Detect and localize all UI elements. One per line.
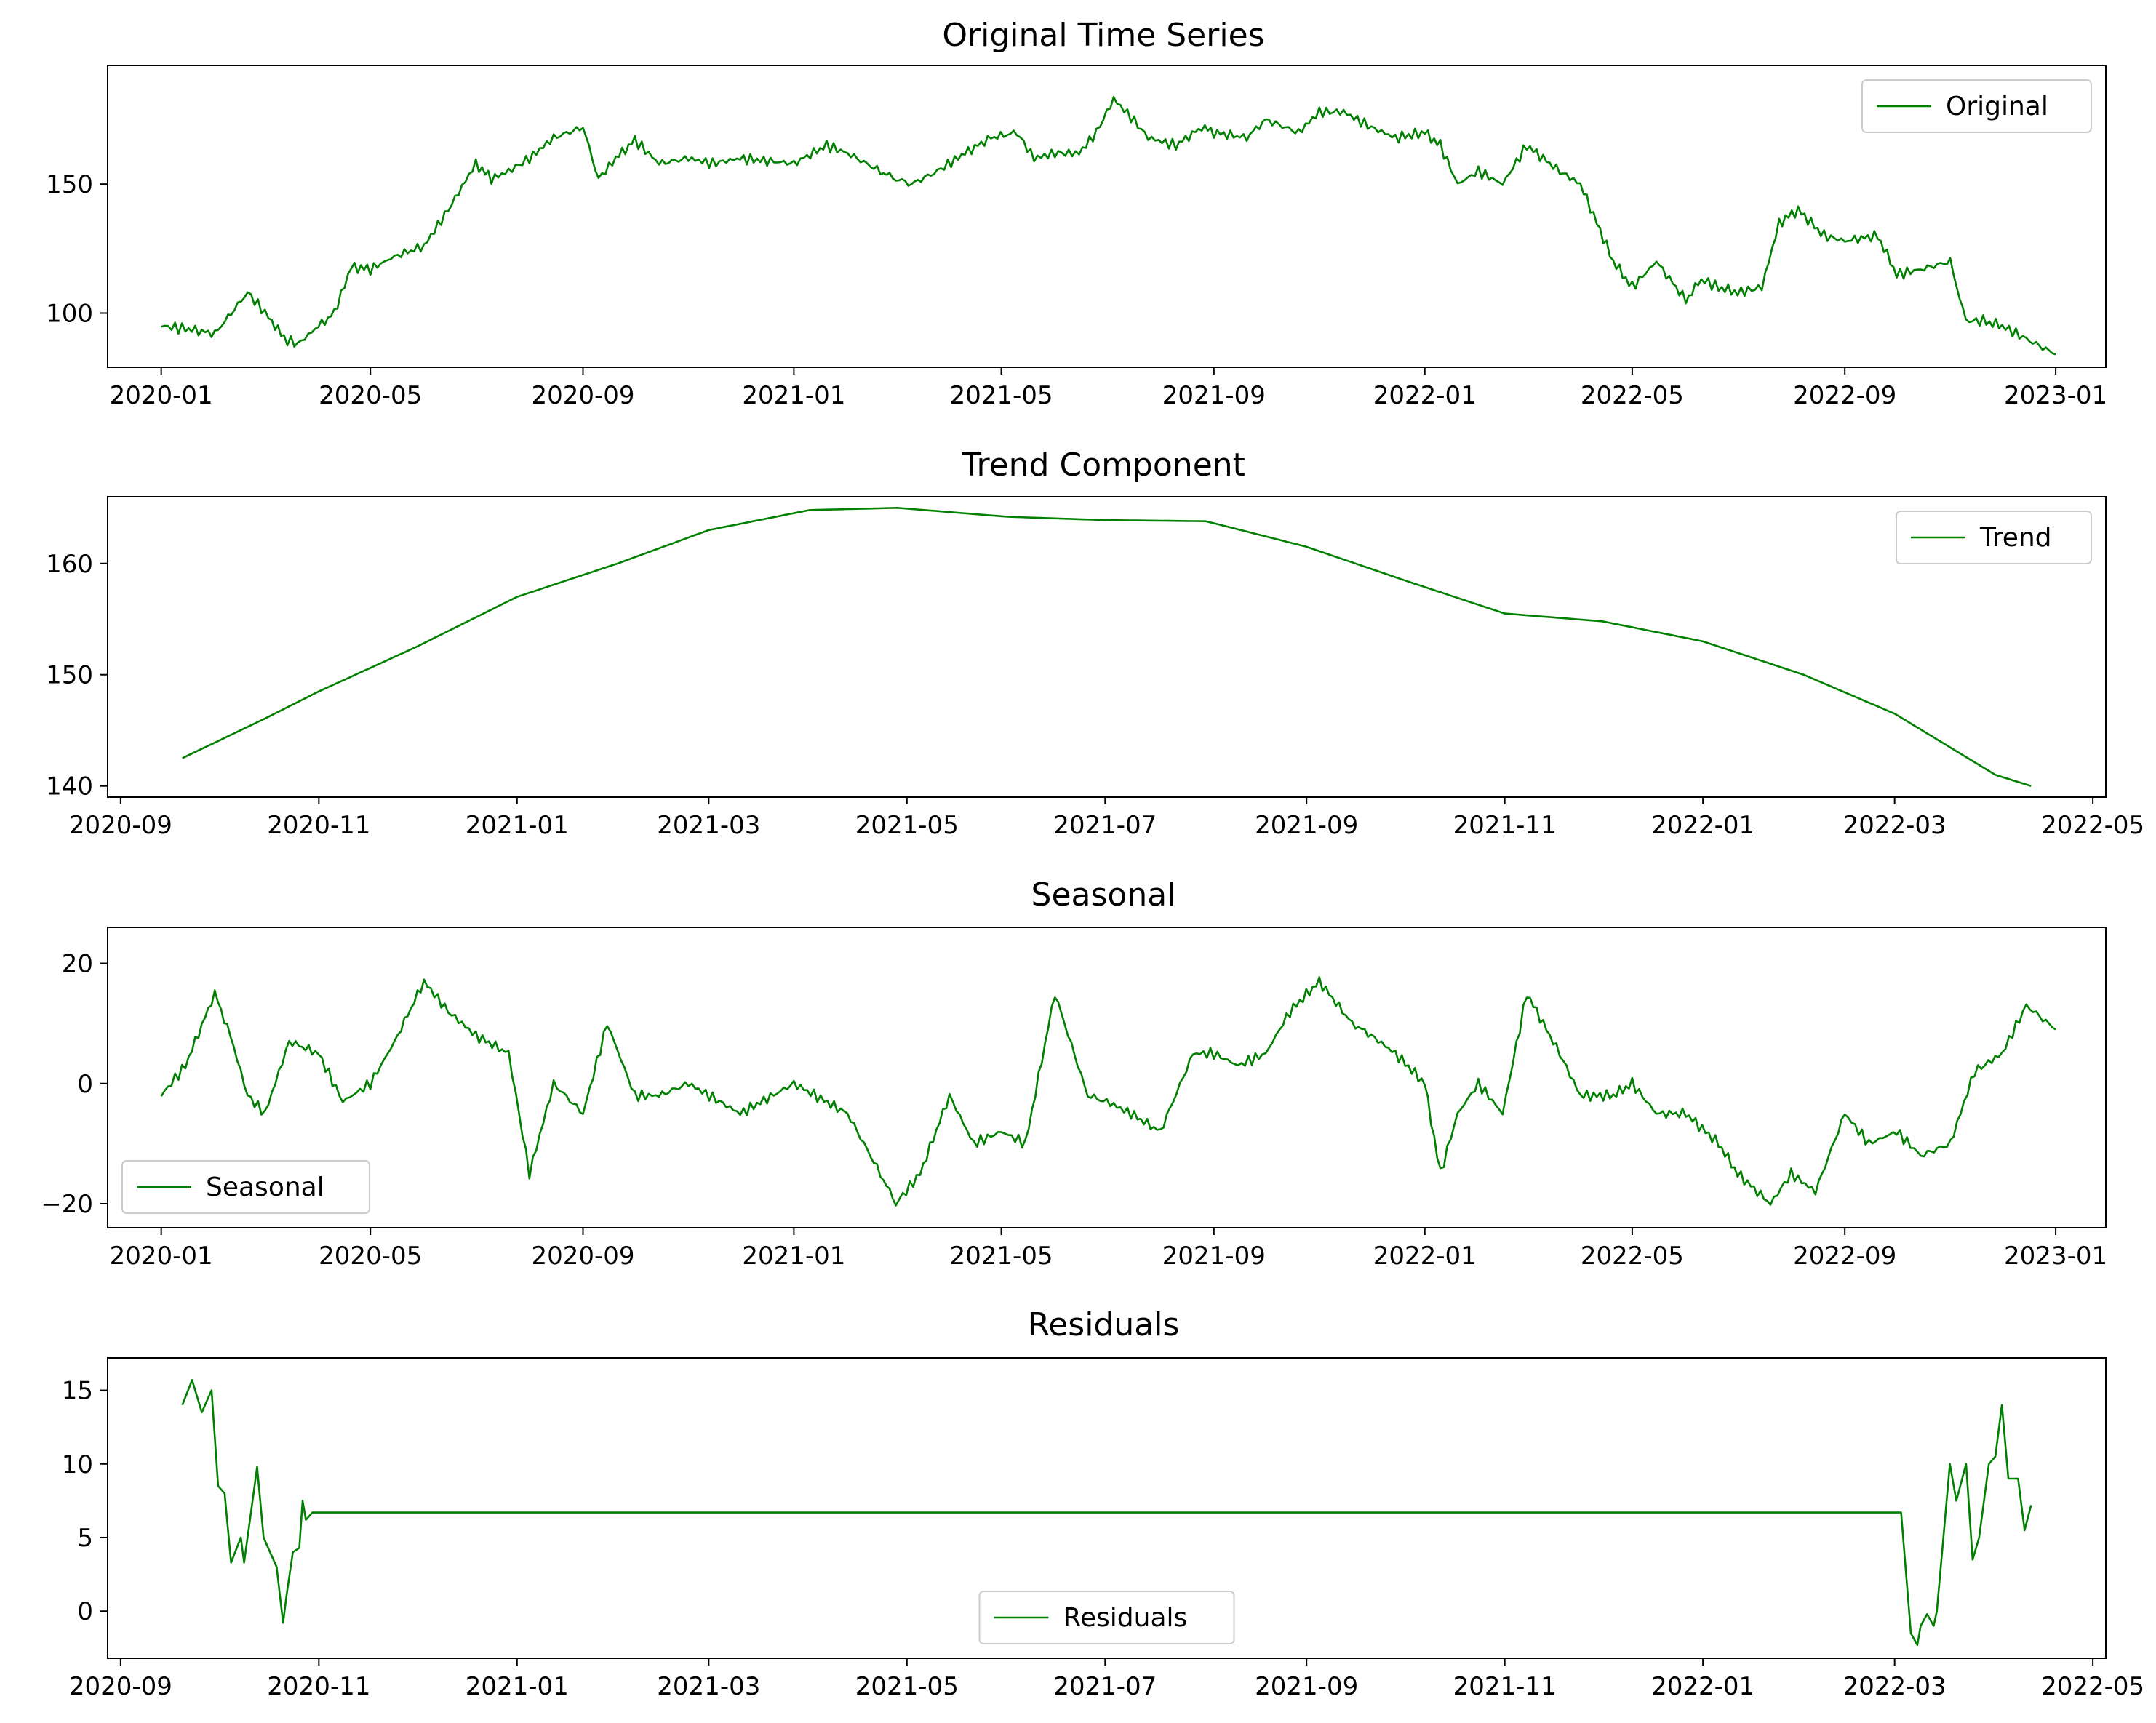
x-tick-label: 2020-11 [267, 1672, 370, 1701]
y-tick-label: 100 [46, 300, 93, 329]
panel-title-trend: Trend Component [961, 447, 1245, 484]
panel-title-seasonal: Seasonal [1031, 876, 1176, 914]
x-tick-label: 2021-05 [855, 1672, 959, 1701]
x-tick-label: 2020-01 [110, 381, 213, 410]
x-tick-label: 2021-05 [855, 811, 959, 840]
legend-label: Residuals [1063, 1603, 1188, 1633]
x-tick-label: 2021-11 [1453, 811, 1557, 840]
x-tick-label: 2020-05 [319, 1242, 422, 1271]
series-line-seasonal [160, 976, 2056, 1207]
series-line-original [161, 96, 2056, 356]
x-tick-label: 2020-11 [267, 811, 370, 840]
x-tick-label: 2021-09 [1162, 381, 1266, 410]
x-tick-label: 2021-07 [1053, 1672, 1157, 1701]
legend-residuals: Residuals [978, 1591, 1235, 1644]
x-tick-label: 2023-01 [2004, 1242, 2107, 1271]
x-tick-label: 2021-01 [742, 381, 845, 410]
x-tick-label: 2021-05 [950, 1242, 1053, 1271]
panel-residuals: Residuals 2020-09 2020-11 2021-01 2021-03 20… [62, 1306, 2144, 1701]
plot-trend: 2020-09 2020-11 2021-01 2021-03 2021-05 2021-… [46, 496, 2144, 840]
axes-frame [107, 1357, 2107, 1659]
x-tick-label: 2021-01 [466, 811, 569, 840]
legend-seasonal: Seasonal [121, 1160, 370, 1214]
y-tick-label: 10 [62, 1450, 93, 1479]
y-tick-label: 160 [46, 550, 93, 579]
x-tick-label: 2021-01 [742, 1242, 845, 1271]
x-tick-label: 2021-05 [950, 381, 1053, 410]
x-tick-label: 2022-09 [1793, 381, 1896, 410]
x-tick-label: 2020-01 [110, 1242, 213, 1271]
panel-title-residuals: Residuals [1028, 1306, 1180, 1343]
legend-original: Original [1861, 79, 2092, 133]
legend-box [978, 1591, 1235, 1644]
plot-original: 2020-01 2020-05 2020-09 2021-01 2021-05 2021-… [46, 65, 2107, 410]
x-tick-label: 2022-01 [1651, 811, 1754, 840]
legend-label: Trend [1979, 523, 2052, 553]
legend-label: Original [1946, 92, 2048, 121]
y-tick-label: 150 [46, 170, 93, 199]
x-tick-label: 2022-05 [1581, 1242, 1684, 1271]
x-tick-label: 2021-11 [1453, 1672, 1557, 1701]
y-tick-label: 0 [77, 1597, 93, 1626]
panel-original: Original Time Series 2020-01 2020-05 2020-… [46, 17, 2107, 410]
x-tick-label: 2021-09 [1162, 1242, 1266, 1271]
panel-seasonal: Seasonal 2020-01 2020-05 2020-09 2021-01 202… [41, 876, 2107, 1271]
legend-trend: Trend [1896, 511, 2092, 564]
y-tick-label: 15 [62, 1377, 93, 1406]
axes-frame [107, 65, 2107, 368]
axes-frame [107, 927, 2107, 1228]
x-tick-label: 2020-09 [531, 381, 634, 410]
y-tick-label: 5 [77, 1524, 93, 1553]
x-tick-label: 2020-09 [69, 1672, 172, 1701]
y-tick-label: 20 [62, 950, 93, 979]
x-tick-label: 2022-01 [1373, 381, 1477, 410]
x-tick-label: 2022-05 [2041, 811, 2144, 840]
x-tick-label: 2023-01 [2004, 381, 2107, 410]
x-tick-label: 2021-01 [466, 1672, 569, 1701]
x-tick-label: 2022-05 [1581, 381, 1684, 410]
x-tick-label: 2021-09 [1255, 1672, 1358, 1701]
legend-box [1896, 511, 2092, 564]
legend-box [1861, 79, 2092, 133]
series-line-residuals [181, 1379, 2032, 1647]
legend-box [121, 1160, 370, 1214]
x-tick-label: 2021-09 [1255, 811, 1358, 840]
y-tick-label: −20 [41, 1190, 93, 1219]
x-tick-label: 2022-05 [2041, 1672, 2144, 1701]
x-tick-label: 2022-03 [1843, 1672, 1947, 1701]
x-tick-label: 2022-01 [1373, 1242, 1477, 1271]
x-tick-label: 2021-07 [1053, 811, 1157, 840]
axes-frame [107, 496, 2107, 798]
y-tick-label: 0 [77, 1070, 93, 1099]
panel-title-original: Original Time Series [942, 17, 1264, 54]
x-tick-label: 2020-09 [69, 811, 172, 840]
plot-residuals: 2020-09 2020-11 2021-01 2021-03 2021-05 2021-… [62, 1357, 2144, 1701]
panel-trend: Trend Component 2020-09 2020-11 2021-01 202… [46, 447, 2144, 840]
x-tick-label: 2022-01 [1651, 1672, 1754, 1701]
x-tick-label: 2021-03 [657, 811, 760, 840]
x-tick-label: 2020-05 [319, 381, 422, 410]
x-tick-label: 2022-03 [1843, 811, 1947, 840]
series-line-trend [182, 506, 2032, 787]
legend-label: Seasonal [206, 1172, 324, 1202]
x-tick-label: 2020-09 [531, 1242, 634, 1271]
x-tick-label: 2022-09 [1793, 1242, 1896, 1271]
x-tick-label: 2021-03 [657, 1672, 760, 1701]
y-tick-label: 140 [46, 772, 93, 801]
plot-seasonal: 2020-01 2020-05 2020-09 2021-01 2021-05 2021-… [41, 927, 2107, 1271]
y-tick-label: 150 [46, 661, 93, 690]
